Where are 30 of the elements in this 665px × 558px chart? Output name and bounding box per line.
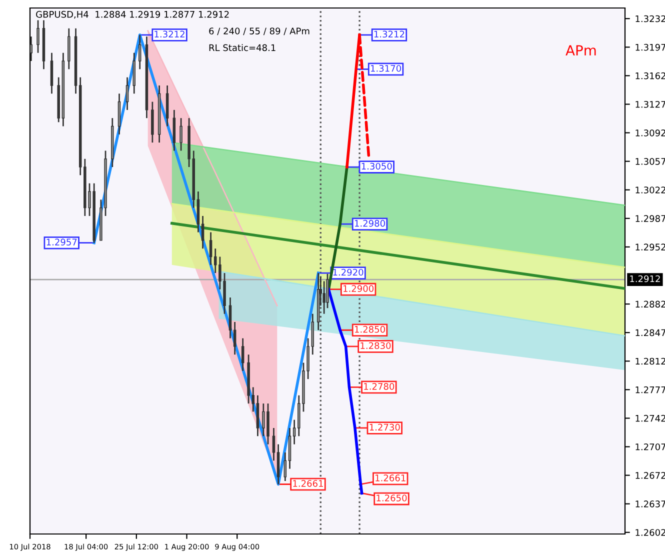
annotation: 1.2661 bbox=[376, 474, 406, 482]
chart-title: GBPUSD,H4 1.2884 1.2919 1.2877 1.2912 bbox=[36, 10, 229, 19]
annotation: 1.2980 bbox=[354, 220, 385, 227]
y-tick-label: 1.2742 bbox=[636, 414, 665, 422]
annotation: 1.2900 bbox=[344, 285, 374, 292]
annotation: 1.2830 bbox=[360, 342, 391, 350]
y-tick-label: 1.2812 bbox=[636, 358, 665, 365]
annotation: 1.2650 bbox=[376, 494, 407, 502]
annotation: APm bbox=[566, 45, 596, 56]
annotation: 6 / 240 / 55 / 89 / APm bbox=[209, 28, 310, 36]
annotation: RL Static=48.1 bbox=[209, 44, 276, 52]
annotation: 1.2850 bbox=[354, 326, 385, 333]
y-tick-label: 1.2952 bbox=[636, 244, 665, 250]
annotation: 1.2780 bbox=[364, 383, 394, 390]
annotation: 1.3050 bbox=[362, 162, 392, 170]
ref-line-label: 1.2912 bbox=[630, 275, 660, 282]
annotation: 1.3212 bbox=[154, 30, 184, 38]
annotation: 1.2957 bbox=[46, 238, 77, 246]
annotation: 1.3170 bbox=[370, 64, 401, 72]
y-tick-label: 1.3092 bbox=[636, 130, 665, 136]
annotation: 1.2661 bbox=[293, 480, 323, 487]
y-tick-label: 1.2602 bbox=[636, 529, 665, 536]
annotation: 1.2920 bbox=[333, 268, 364, 276]
y-tick-label: 1.3232 bbox=[636, 15, 665, 22]
annotation: 1.3212 bbox=[374, 30, 404, 38]
y-tick-label: 1.3162 bbox=[636, 72, 665, 80]
y-tick-label: 1.3022 bbox=[636, 186, 665, 194]
y-tick-label: 1.2882 bbox=[636, 300, 665, 308]
annotation: 1.2730 bbox=[370, 424, 400, 431]
y-tick-label: 1.2672 bbox=[636, 472, 665, 479]
